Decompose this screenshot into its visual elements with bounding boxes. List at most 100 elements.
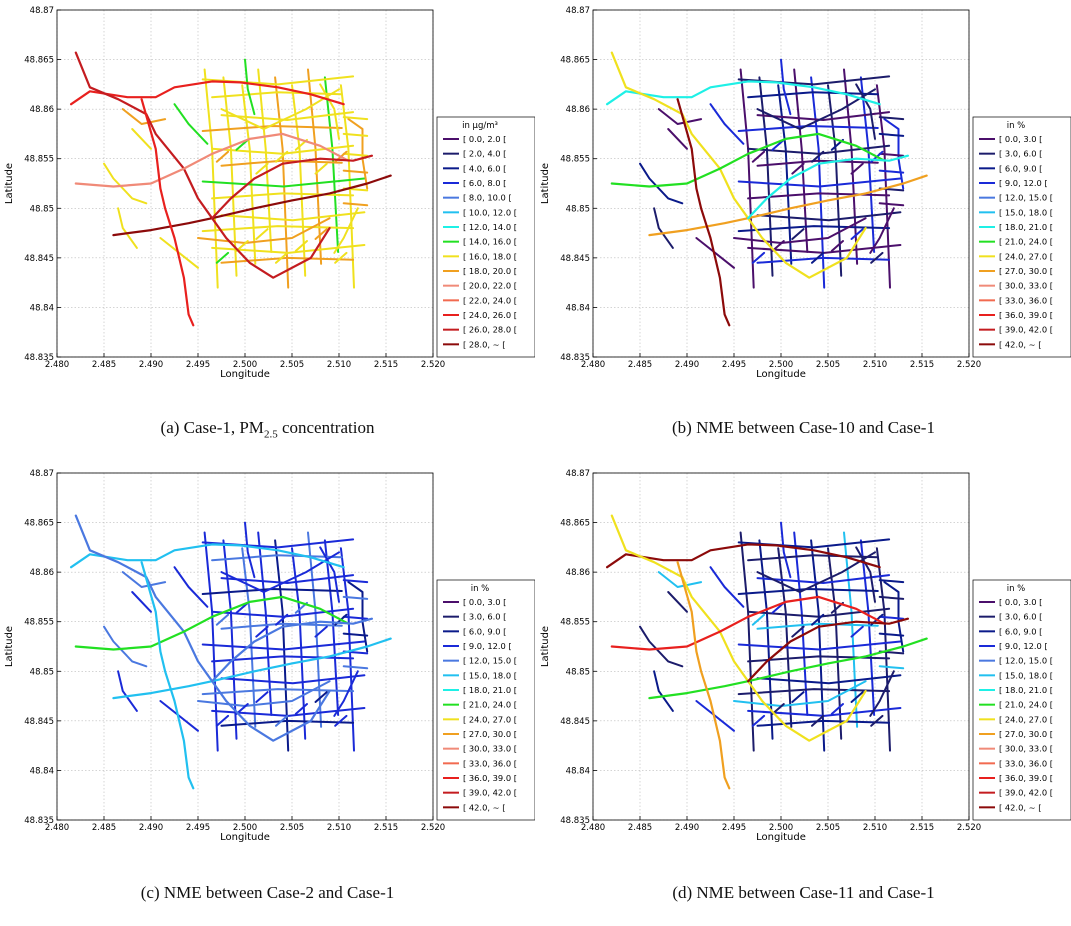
street-segment — [870, 714, 884, 727]
legend-entry-label: [ 36.0, 39.0 [ — [999, 310, 1053, 320]
y-tick-label: 48.855 — [560, 155, 590, 165]
street-segment — [811, 714, 825, 727]
street-segment — [667, 591, 688, 613]
street-segment — [791, 162, 805, 175]
street-segment — [220, 719, 355, 727]
legend-title: in % — [1007, 121, 1026, 131]
street-segment — [756, 551, 876, 593]
street-segment — [695, 237, 735, 269]
street-segment — [342, 579, 369, 584]
legend-entry-label: [ 15.0, 18.0 [ — [999, 207, 1053, 217]
street-segment — [639, 625, 684, 668]
legend-entry-label: [ 3.0, 6.0 [ — [463, 612, 506, 622]
street-segment — [850, 691, 864, 703]
legend: in % [ 0.0, 3.0 [[ 3.0, 6.0 [[ 6.0, 9.0 [… — [436, 579, 535, 821]
street-segment — [334, 251, 348, 264]
x-tick-label: 2.495 — [722, 360, 746, 370]
legend-entry-label: [ 6.0, 9.0 [ — [999, 163, 1042, 173]
street-segment — [211, 607, 355, 618]
legend-entry-label: [ 12.0, 15.0 [ — [463, 656, 517, 666]
main-road-segment — [74, 595, 350, 651]
street-segment — [294, 703, 308, 715]
street-segment — [220, 88, 340, 130]
street-segment — [291, 547, 307, 740]
legend-entry-label: [ 21.0, 24.0 [ — [999, 700, 1053, 710]
legend-entry-label: [ 15.0, 18.0 [ — [999, 670, 1053, 680]
y-tick-label: 48.845 — [24, 254, 54, 264]
x-tick-label: 2.495 — [186, 360, 210, 370]
street-segment — [201, 75, 355, 86]
legend-entry-label: [ 0.0, 3.0 [ — [999, 597, 1042, 607]
x-tick-label: 2.520 — [421, 360, 445, 370]
y-tick-label: 48.87 — [30, 469, 54, 479]
street-segment — [830, 240, 844, 252]
street-segment — [342, 615, 369, 620]
street-segment — [257, 68, 273, 253]
legend-box — [436, 579, 535, 821]
legend-entry-label: [ 21.0, 24.0 [ — [463, 700, 517, 710]
x-tick-label: 2.480 — [45, 823, 69, 833]
legend-title: in % — [471, 584, 490, 594]
legend-entry-label: [ 0.0, 3.0 [ — [463, 597, 506, 607]
street-segment — [291, 84, 307, 277]
street-segment — [220, 574, 355, 584]
street-segment — [827, 547, 843, 740]
main-road-segment — [74, 514, 331, 742]
street-segment — [294, 240, 308, 252]
street-segment — [274, 76, 290, 289]
street-segment — [342, 632, 369, 637]
legend-entry-label: [ 33.0, 36.0 [ — [463, 758, 517, 768]
street-segment — [747, 192, 891, 200]
y-tick-label: 48.86 — [566, 568, 590, 578]
street-segment — [747, 91, 879, 99]
street-segment — [791, 691, 805, 703]
x-tick-label: 2.490 — [139, 360, 163, 370]
legend-entry-label: [ 21.0, 24.0 [ — [999, 237, 1053, 247]
street-segment — [878, 169, 905, 174]
street-segment — [771, 240, 785, 252]
y-tick-label: 48.86 — [30, 568, 54, 578]
legend: in μg/m³ [ 0.0, 2.0 [[ 2.0, 4.0 [[ 4.0, 6… — [436, 116, 535, 358]
street-segment — [878, 632, 905, 637]
street-segment — [255, 162, 269, 175]
street-segment — [307, 531, 323, 728]
street-segment — [827, 84, 843, 277]
legend-entry-label: [ 27.0, 30.0 [ — [999, 266, 1053, 276]
street-segment — [220, 256, 355, 264]
street-segment — [811, 150, 825, 163]
street-segment — [117, 207, 138, 249]
street-segment — [791, 625, 805, 638]
street-segment — [793, 531, 809, 716]
street-segment — [657, 108, 703, 125]
caption-b: (b) NME between Case-10 and Case-1 — [672, 418, 935, 437]
legend-entry-label: [ 0.0, 3.0 [ — [999, 134, 1042, 144]
main-road-segment — [747, 154, 909, 220]
main-road-segment — [211, 154, 373, 220]
street-segment — [777, 84, 793, 265]
x-tick-label: 2.480 — [581, 823, 605, 833]
street-segment — [103, 162, 148, 205]
street-segment — [333, 670, 359, 717]
legend-entry-label: [ 0.0, 2.0 [ — [463, 134, 506, 144]
street-segment — [347, 118, 369, 190]
y-tick-label: 48.845 — [560, 717, 590, 727]
street-segment — [733, 217, 867, 244]
y-axis-label: Latitude — [540, 626, 551, 667]
street-segment — [737, 225, 891, 233]
street-segment — [255, 691, 269, 703]
legend-entry-label: [ 3.0, 6.0 [ — [999, 149, 1042, 159]
y-axis-label: Latitude — [4, 163, 15, 204]
street-segment — [843, 531, 859, 728]
x-tick-label: 2.520 — [421, 823, 445, 833]
street-segment — [215, 613, 230, 626]
street-segment — [314, 228, 328, 240]
main-road-segment — [610, 595, 886, 651]
street-segment — [197, 680, 331, 707]
street-segment — [855, 546, 876, 603]
street-segment — [830, 703, 844, 715]
street-segment — [737, 688, 891, 696]
street-segment — [756, 719, 891, 727]
legend-entry-label: [ 30.0, 33.0 [ — [999, 281, 1053, 291]
legend-entry-label: [ 18.0, 21.0 [ — [463, 685, 517, 695]
main-road-segment — [676, 98, 731, 327]
